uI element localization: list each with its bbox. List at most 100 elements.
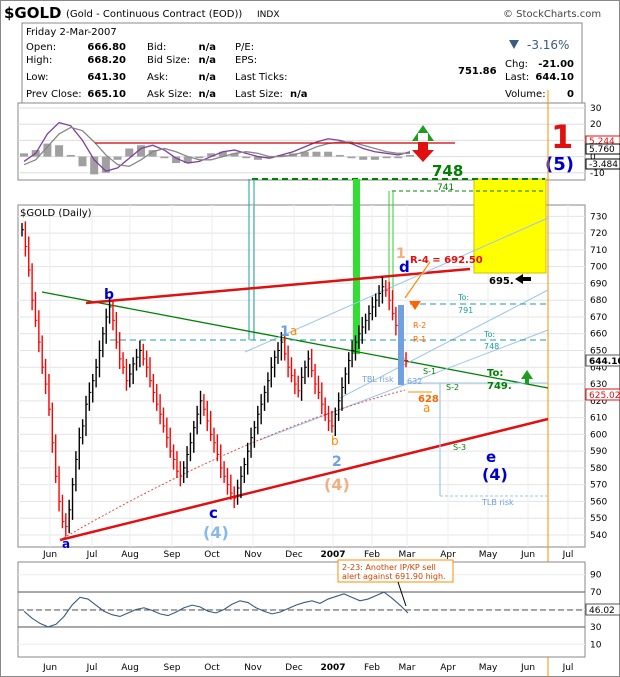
annotation-label: 1 [396, 246, 406, 262]
price-tick-label: 700 [590, 263, 607, 273]
histogram-bar [359, 156, 368, 160]
green-up-arrow-icon [521, 370, 533, 379]
histogram-bar [335, 154, 344, 157]
price-axis-ticks: 730 720 710 700 690 680 670 660 650 640 630 620 610 6… [590, 212, 607, 541]
annotation-label: TLB risk [481, 498, 514, 507]
green-bar [353, 179, 360, 354]
histogram-bar [113, 156, 122, 160]
annotation-label: 628 [418, 394, 439, 405]
annotation-label: 749. [487, 381, 512, 392]
histogram-bar [125, 148, 134, 157]
annotation-label: To: [457, 293, 469, 302]
bottom-x-label: Dec [285, 663, 302, 673]
histogram-bar [148, 150, 157, 157]
top-tick-label: 30 [590, 104, 602, 114]
qm-1: Bid Size: [147, 55, 190, 66]
annotation-label: a [62, 537, 70, 551]
header: $GOLD (Gold - Continuous Contract (EOD))… [4, 4, 601, 22]
annotation-label: To: [483, 330, 495, 339]
brand[interactable]: © StockCharts.com [503, 9, 601, 20]
price-tick-label: 680 [590, 296, 607, 306]
price-tick-label: 580 [590, 464, 607, 474]
price-tick-label: 660 [590, 330, 607, 340]
change-value-2: 0 [567, 89, 574, 100]
bottom-x-label: Mar [399, 663, 416, 673]
qm-0: Bid: [147, 42, 166, 53]
quote-left-labels: Open: High: Low: Prev Close: [26, 42, 82, 100]
exchange: INDX [257, 10, 279, 20]
qr-0: P/E: [235, 42, 254, 53]
histogram-bar [242, 156, 251, 159]
green-up-arrow-stem [525, 378, 529, 384]
bottom-x-axis: Jun Jul Aug Sep Oct Nov Dec 2007 Feb Mar Apr May Jun… [42, 663, 573, 673]
histogram-bar [230, 153, 239, 157]
histogram-bar [218, 151, 227, 157]
bottom-x-label: Jul [562, 663, 574, 673]
histogram-bar [90, 156, 99, 175]
price-tick-label: 730 [590, 212, 607, 222]
orange-down-arrow-icon [409, 301, 421, 310]
annotation-label: c [209, 504, 218, 522]
histogram-bar [101, 156, 110, 173]
annotation-label: R-2 [413, 321, 426, 330]
price-x-label: Jun [520, 550, 535, 560]
quote-right-labels: P/E: EPS: Last Ticks: Last Size: [235, 42, 287, 100]
histogram-bar [136, 145, 145, 157]
annotation-label: 748 [484, 342, 499, 351]
oscillator-line [23, 591, 409, 628]
price-tick-label: 610 [590, 414, 607, 424]
annotation-label: 2 [332, 454, 342, 470]
ma-price-tag [585, 388, 620, 401]
callout-pointer [397, 581, 407, 607]
histogram-bar [382, 156, 391, 159]
price-tick-label: 540 [590, 531, 607, 541]
annotation-label: e [486, 448, 496, 466]
price-x-label: Jul [562, 550, 574, 560]
osc-readout-tag [585, 603, 620, 616]
ma-price-value: 625.02 [589, 391, 620, 401]
price-tick-label: 710 [590, 246, 607, 256]
qlv-1: 668.20 [87, 55, 126, 66]
top-readout: 5.244 [589, 137, 615, 147]
last-price-value: 644.10 [589, 357, 620, 367]
ql-1: High: [26, 55, 52, 66]
ql-0: Open: [26, 42, 56, 53]
annotation-label: 748 [432, 162, 463, 180]
price-tick-label: 720 [590, 229, 607, 239]
histogram-bar [370, 156, 379, 160]
qlv-3: 665.10 [87, 89, 126, 100]
qmv-0: n/a [198, 42, 216, 53]
down-triangle-icon [509, 40, 519, 49]
red-upper-trendline [85, 267, 471, 305]
bottom-x-label: Nov [244, 663, 262, 673]
annotation-label: TBL risk [361, 375, 394, 384]
price-title: $GOLD (Daily) [20, 208, 92, 219]
annotation-label: d [399, 258, 410, 276]
annotation-label: 632 [407, 377, 422, 386]
histogram-bar [183, 156, 192, 164]
annotation-label: R-4 = 692.50 [410, 255, 483, 266]
bottom-indicator-panel: 2-23: Another IP/KP sell alert against 6… [17, 559, 620, 673]
last-size-value: n/a [290, 89, 308, 100]
histogram-bar [160, 156, 169, 159]
qm-3: Ask Size: [147, 89, 192, 100]
lightblue-channel-upper [244, 217, 549, 353]
price-tick-label: 550 [590, 514, 607, 524]
change-label-2: Volume: [505, 89, 546, 100]
price-x-label: Sep [164, 550, 181, 560]
histogram-bar [253, 156, 262, 160]
qmv-1: n/a [198, 55, 216, 66]
histogram-bar [312, 151, 321, 157]
price-x-label: Jul [86, 550, 98, 560]
histogram-bar [66, 154, 75, 157]
wave-1-large: 1 [551, 118, 573, 156]
histogram-bar [20, 153, 28, 157]
change-label-1: Last: [505, 72, 529, 83]
orange-projection [404, 261, 431, 299]
annotation-label: R-1 [413, 335, 426, 344]
annotation-label: b [331, 434, 339, 448]
annotation-label: 791 [458, 306, 473, 315]
